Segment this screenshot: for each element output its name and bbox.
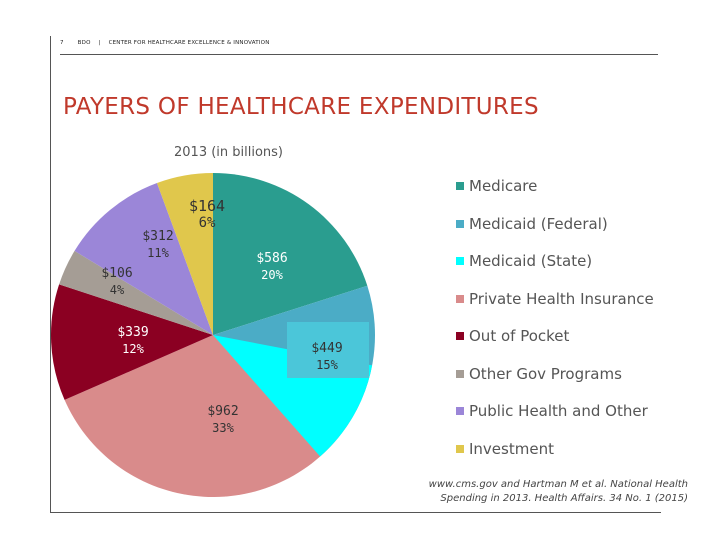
slice-value-text: $962 (207, 404, 239, 419)
slice-data-label: $312 11% (118, 228, 198, 262)
legend-swatch (456, 257, 464, 265)
legend-label: Medicaid (Federal) (469, 214, 608, 233)
slice-value-text: $339 (117, 325, 149, 340)
slice-data-label: $164 6% (167, 198, 247, 232)
pie-slice-investment (156, 173, 213, 335)
slice-percent-text: 12% (122, 342, 144, 356)
legend-swatch (456, 332, 464, 340)
slice-value-text: $312 (142, 229, 174, 244)
source-citation: www.cms.gov and Hartman M et al. Nationa… (420, 478, 688, 506)
slice-value-text: $106 (101, 266, 133, 281)
slice-value-text: $586 (256, 251, 288, 266)
legend-swatch (456, 407, 464, 415)
legend-item: Public Health and Other (456, 400, 648, 422)
slice-percent-text: 6% (198, 215, 216, 231)
legend-item: Investment (456, 438, 554, 460)
slice-percent-text: 11% (147, 246, 169, 260)
slice-data-label: $106 4% (77, 265, 157, 299)
header-rule (60, 54, 658, 55)
slice-percent-text: 20% (261, 268, 283, 282)
legend-label: Investment (469, 439, 554, 458)
slide-frame (50, 36, 661, 513)
legend-label: Out of Pocket (469, 327, 570, 345)
slice-value-text: $164 (188, 197, 226, 215)
pie-slice-public-health-and-other (74, 182, 213, 335)
slice-data-label: $962 33% (183, 403, 263, 437)
legend-item: Private Health Insurance (456, 288, 654, 310)
legend-item: Other Gov Programs (456, 363, 622, 385)
chart-subtitle: 2013 (in billions) (174, 145, 284, 160)
legend-label: Medicaid (State) (469, 252, 593, 270)
legend-swatch (456, 182, 464, 190)
slice-data-label: $586 20% (232, 250, 312, 284)
legend-label: Public Health and Other (469, 402, 648, 420)
legend-swatch (456, 219, 464, 228)
source-line-1: www.cms.gov and Hartman M et al. Nationa… (428, 479, 688, 490)
legend-swatch (456, 369, 464, 378)
pie-slice-other-gov-programs (59, 250, 213, 335)
slice-percent-text: 4% (109, 283, 125, 297)
legend-item: Out of Pocket (456, 325, 569, 347)
pie-slice-private-health-insurance (64, 335, 342, 498)
legend-item: Medicaid (Federal) (456, 213, 608, 235)
medicaid-label-box (287, 322, 369, 378)
legend-label: Medicare (469, 177, 538, 195)
center-name: CENTER FOR HEALTHCARE EXCELLENCE & INNOV… (108, 40, 270, 46)
slice-percent-text: 15% (316, 358, 338, 372)
source-line-2: Spending in 2013. Health Affairs. 34 No.… (440, 493, 688, 504)
org-name: BDO (77, 40, 91, 46)
legend-swatch (456, 294, 464, 303)
legend-label: Private Health Insurance (469, 289, 654, 308)
slide-header: 7 BDO | CENTER FOR HEALTHCARE EXCELLENCE… (60, 40, 270, 46)
slice-percent-text: 33% (212, 421, 234, 435)
page-number: 7 (60, 40, 64, 46)
legend-item: Medicaid (State) (456, 250, 592, 272)
header-divider: | (98, 40, 101, 46)
slice-data-label: $449 15% (287, 340, 367, 374)
page-title: PAYERS OF HEALTHCARE EXPENDITURES (63, 94, 539, 120)
pie-slice-medicare (213, 173, 368, 335)
legend-label: Other Gov Programs (469, 364, 622, 383)
legend-item: Medicare (456, 175, 537, 197)
slice-value-text: $449 (311, 341, 343, 356)
pie-slice-out-of-pocket (50, 284, 213, 400)
slice-data-label: $339 12% (93, 324, 173, 358)
legend-swatch (456, 444, 464, 453)
